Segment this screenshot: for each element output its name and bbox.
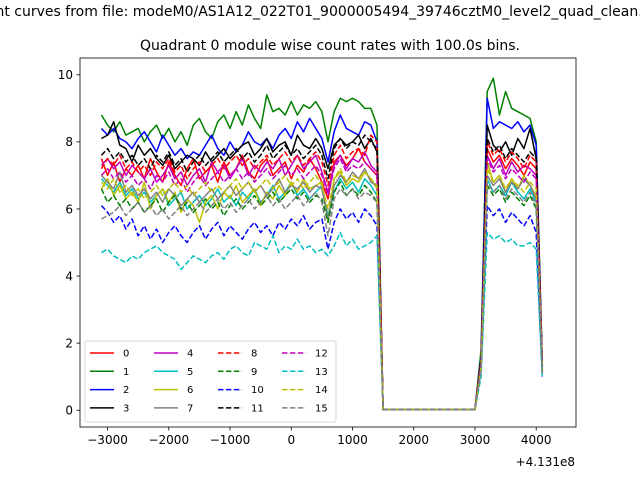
y-tick-label: 2 (65, 336, 73, 350)
legend-label-11: 11 (251, 404, 264, 415)
legend-label-9: 9 (251, 367, 257, 378)
legend-label-8: 8 (251, 349, 257, 360)
y-tick-label: 0 (65, 404, 73, 418)
legend-label-1: 1 (123, 367, 129, 378)
y-tick-label: 8 (65, 135, 73, 149)
x-tick-label: 0 (287, 433, 295, 447)
series-line-9 (100, 181, 544, 411)
legend-label-14: 14 (315, 385, 328, 396)
legend-label-2: 2 (123, 385, 129, 396)
x-tick-label: −1000 (210, 433, 251, 447)
legend-label-3: 3 (123, 404, 129, 415)
y-tick-label: 4 (65, 269, 73, 283)
legend-label-6: 6 (187, 385, 193, 396)
y-tick-label: 10 (58, 68, 73, 82)
legend-label-4: 4 (187, 349, 193, 360)
series-line-11 (100, 134, 544, 411)
x-tick-label: 4000 (521, 433, 552, 447)
x-tick-label: 3000 (460, 433, 491, 447)
legend-label-15: 15 (315, 404, 328, 415)
x-tick-label: −3000 (87, 433, 128, 447)
x-tick-label: 2000 (398, 433, 429, 447)
axes-frame (79, 57, 577, 428)
y-tick-label: 6 (65, 202, 73, 216)
legend-box (84, 340, 337, 423)
series-group (100, 77, 544, 411)
x-tick-label: 1000 (337, 433, 368, 447)
figure-suptitle: Light curves from file: modeM0/AS1A12_02… (0, 4, 640, 20)
x-tick-label: −2000 (148, 433, 189, 447)
legend-label-13: 13 (315, 367, 328, 378)
series-line-12 (100, 157, 544, 411)
legend-label-7: 7 (187, 404, 193, 415)
series-line-14 (100, 167, 544, 411)
legend-label-0: 0 (123, 349, 129, 360)
legend-label-12: 12 (315, 349, 328, 360)
legend-label-5: 5 (187, 367, 193, 378)
x-offset-label: +4.131e8 (516, 455, 575, 469)
legend-label-10: 10 (251, 385, 264, 396)
series-line-15 (101, 181, 544, 411)
chart-title: Quadrant 0 module wise count rates with … (140, 38, 520, 54)
